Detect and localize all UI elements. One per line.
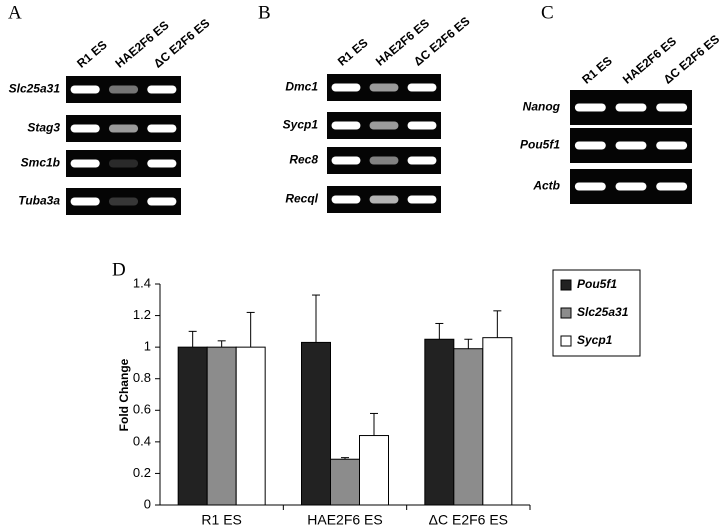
gene-label: Rec8 xyxy=(289,153,318,167)
legend-swatch xyxy=(560,307,572,319)
gel-band xyxy=(331,83,361,92)
gene-label: Sycp1 xyxy=(283,118,319,132)
lane-label: R1 ES xyxy=(579,54,615,87)
gel-band xyxy=(108,124,139,133)
lane-label: R1 ES xyxy=(74,38,110,71)
gel-band xyxy=(147,124,177,133)
legend-label: Pou5f1 xyxy=(577,277,617,291)
legend-swatch xyxy=(560,335,572,347)
gel-band xyxy=(656,182,688,191)
y-tick-label: 0.4 xyxy=(133,433,151,448)
gel-band xyxy=(70,124,100,133)
y-tick-label: 0.2 xyxy=(133,465,151,480)
gel-band xyxy=(70,197,100,206)
gel-band xyxy=(574,182,606,191)
legend-label: Slc25a31 xyxy=(577,305,629,319)
gene-label: Smc1b xyxy=(21,156,60,170)
bar xyxy=(453,348,484,506)
gene-label: Nanog xyxy=(523,100,561,114)
gel-band xyxy=(574,141,606,150)
gel-band xyxy=(407,156,437,165)
gel-band xyxy=(108,159,139,168)
gel-band xyxy=(147,159,177,168)
gel-band xyxy=(147,85,177,94)
bar xyxy=(301,341,331,506)
gel-band xyxy=(615,141,647,150)
gel-band xyxy=(407,121,437,130)
bar xyxy=(330,458,360,506)
legend-swatch xyxy=(560,279,572,291)
bar xyxy=(206,346,237,506)
panel-letter: C xyxy=(541,2,554,23)
bar xyxy=(235,346,266,506)
bar xyxy=(482,337,513,506)
x-tick-label: R1 ES xyxy=(201,512,241,528)
y-tick-label: 1 xyxy=(144,339,151,354)
y-axis-label: Fold Change xyxy=(117,358,131,431)
y-tick-label: 1.2 xyxy=(133,307,151,322)
gel-band xyxy=(108,197,139,206)
x-tick-label: HAE2F6 ES xyxy=(307,512,382,528)
gene-label: Recql xyxy=(285,192,318,206)
bar xyxy=(177,346,208,506)
gel-band xyxy=(70,159,100,168)
gel-band xyxy=(656,103,688,112)
gel-band xyxy=(70,85,100,94)
bar xyxy=(424,338,455,506)
gel-band xyxy=(331,156,361,165)
gel-band xyxy=(369,156,399,165)
gel-band xyxy=(331,121,361,130)
bar xyxy=(359,435,389,506)
gel-band xyxy=(331,195,361,204)
gel-band xyxy=(369,121,399,130)
gene-label: Slc25a31 xyxy=(9,82,61,96)
gel-band xyxy=(656,141,688,150)
gel-band xyxy=(574,103,606,112)
lane-label: R1 ES xyxy=(335,36,371,69)
legend-label: Sycp1 xyxy=(577,333,613,347)
y-tick-label: 0 xyxy=(144,496,151,511)
gel-band xyxy=(407,83,437,92)
x-tick-label: ΔC E2F6 ES xyxy=(429,512,508,528)
y-tick-label: 0.6 xyxy=(133,402,151,417)
gel-band xyxy=(615,103,647,112)
y-tick-label: 1.4 xyxy=(133,275,151,290)
y-tick-label: 0.8 xyxy=(133,370,151,385)
gene-label: Stag3 xyxy=(27,121,60,135)
gene-label: Dmc1 xyxy=(285,80,318,94)
gel-band xyxy=(147,197,177,206)
gel-band xyxy=(615,182,647,191)
gene-label: Tuba3a xyxy=(18,194,60,208)
panel-letter: A xyxy=(8,2,22,23)
gene-label: Actb xyxy=(532,179,560,193)
panel-letter: B xyxy=(258,2,271,23)
gel-band xyxy=(108,85,139,94)
gel-band xyxy=(369,83,399,92)
gene-label: Pou5f1 xyxy=(520,138,560,152)
panel-letter: D xyxy=(112,259,126,280)
gel-band xyxy=(369,195,399,204)
gel-band xyxy=(407,195,437,204)
